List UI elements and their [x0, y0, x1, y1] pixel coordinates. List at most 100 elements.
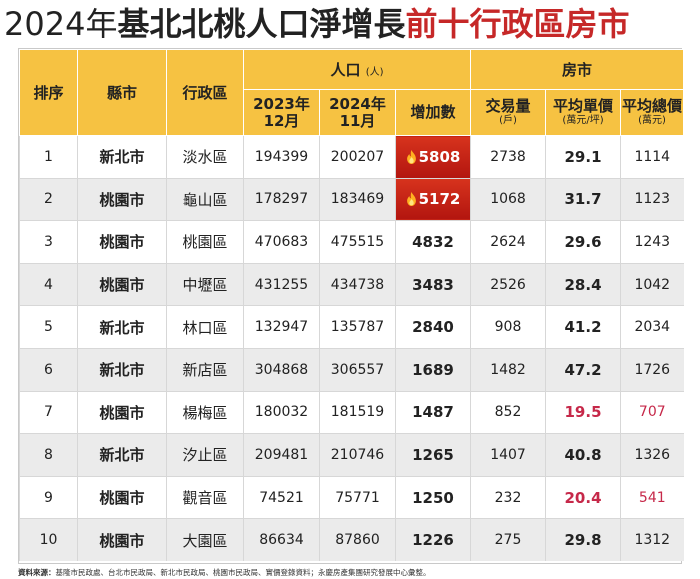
cell-rank: 10 — [19, 518, 78, 562]
cell-unit-price: 29.6 — [545, 220, 621, 264]
cell-district: 龜山區 — [166, 177, 244, 221]
cell-pop-2023: 470683 — [243, 220, 320, 264]
cell-total-price: 1312 — [620, 518, 684, 562]
cell-city: 桃園市 — [77, 220, 167, 264]
cell-district: 新店區 — [166, 347, 244, 392]
cell-unit-price: 31.7 — [545, 177, 621, 221]
cell-increase-value: 5808 — [418, 147, 461, 166]
cell-district: 觀音區 — [166, 475, 244, 519]
cell-increase-value: 5172 — [418, 190, 461, 209]
header-transactions-unit: (戶) — [499, 115, 517, 126]
header-transactions-label: 交易量 — [485, 97, 531, 115]
cell-pop-2023: 304868 — [243, 347, 320, 392]
cell-city: 新北市 — [77, 135, 167, 179]
header-rank: 排序 — [19, 49, 78, 136]
cell-rank: 4 — [19, 262, 78, 306]
table-row: 1 新北市 淡水區 194399 200207 5808 2738 29.1 1… — [19, 135, 684, 179]
header-increase: 增加數 — [394, 89, 472, 136]
cell-district: 林口區 — [166, 305, 244, 349]
data-table-container: 排序 縣市 行政區 人口 (人) 房市 2023年 12月 2024年 11月 — [18, 48, 685, 564]
cell-pop-2024: 181519 — [319, 390, 396, 434]
title-highlight: 前十行政區房市 — [405, 5, 630, 43]
table-row: 9 桃園市 觀音區 74521 75771 1250 232 20.4 541 — [19, 475, 684, 519]
cell-city: 桃園市 — [77, 177, 167, 221]
cell-total-price: 1114 — [620, 135, 684, 179]
header-population-label: 人口 — [330, 61, 361, 79]
cell-pop-2023: 194399 — [243, 135, 320, 179]
cell-district: 中壢區 — [166, 262, 244, 306]
cell-pop-2023: 209481 — [243, 433, 320, 477]
cell-district: 汐止區 — [166, 433, 244, 477]
cell-pop-2023: 178297 — [243, 177, 320, 221]
cell-pop-2024: 475515 — [319, 220, 396, 264]
table-row: 2 桃園市 龜山區 178297 183469 5172 1068 31.7 1… — [19, 177, 684, 221]
source-label: 資料來源： — [18, 568, 56, 577]
cell-city: 桃園市 — [77, 262, 167, 306]
cell-increase: 1226 — [394, 518, 471, 562]
cell-pop-2024: 200207 — [319, 135, 396, 179]
header-total-price: 平均總價 (萬元) — [620, 89, 685, 136]
cell-total-price: 2034 — [620, 305, 684, 349]
header-pop-2023: 2023年 12月 — [243, 89, 320, 136]
cell-unit-price: 20.4 — [545, 475, 621, 519]
header-pop-2023-month: 12月 — [263, 111, 300, 130]
source-text: 基隆市民政處、台北市民政局、新北市民政局、桃園市民政局、實價登錄資料；永慶房產集… — [55, 568, 431, 577]
cell-transactions: 908 — [470, 305, 546, 349]
cell-unit-price: 41.2 — [545, 305, 621, 349]
cell-rank: 7 — [19, 390, 78, 434]
cell-increase: 5808 — [394, 135, 471, 179]
cell-transactions: 2738 — [470, 135, 546, 179]
cell-rank: 3 — [19, 220, 78, 264]
header-total-price-unit: (萬元) — [638, 115, 666, 126]
cell-pop-2024: 306557 — [319, 347, 396, 392]
source-note: 資料來源：基隆市民政處、台北市民政局、新北市民政局、桃園市民政局、實價登錄資料；… — [18, 568, 688, 579]
header-population: 人口 (人) — [242, 49, 472, 90]
cell-unit-price: 47.2 — [545, 347, 621, 392]
cell-pop-2024: 135787 — [319, 305, 396, 349]
cell-increase: 3483 — [394, 262, 471, 306]
header-total-price-label: 平均總價 — [622, 97, 683, 115]
cell-transactions: 1068 — [470, 177, 546, 221]
cell-pop-2024: 183469 — [319, 177, 396, 221]
cell-district: 大園區 — [166, 518, 244, 562]
header-district: 行政區 — [166, 49, 244, 136]
cell-total-price: 1243 — [620, 220, 684, 264]
cell-transactions: 1407 — [470, 433, 546, 477]
page-title: 2024年基北北桃人口淨增長前十行政區房市 — [4, 4, 698, 44]
table-row: 6 新北市 新店區 304868 306557 1689 1482 47.2 1… — [19, 347, 684, 392]
cell-total-price: 707 — [620, 390, 684, 434]
cell-pop-2024: 210746 — [319, 433, 396, 477]
cell-total-price: 1123 — [620, 177, 684, 221]
cell-total-price: 541 — [620, 475, 684, 519]
cell-district: 桃園區 — [166, 220, 244, 264]
cell-unit-price: 29.8 — [545, 518, 621, 562]
cell-city: 桃園市 — [77, 475, 167, 519]
cell-total-price: 1042 — [620, 262, 684, 306]
cell-increase: 1250 — [394, 475, 471, 519]
cell-rank: 1 — [19, 135, 78, 179]
cell-transactions: 2624 — [470, 220, 546, 264]
cell-pop-2023: 431255 — [243, 262, 320, 306]
header-pop-2024: 2024年 11月 — [319, 89, 396, 136]
title-main: 基北北桃人口淨增長 — [117, 5, 406, 43]
cell-unit-price: 40.8 — [545, 433, 621, 477]
cell-transactions: 275 — [470, 518, 546, 562]
header-unit-price-unit: (萬元/坪) — [562, 115, 604, 126]
header-pop-2023-year: 2023年 — [253, 94, 310, 113]
table-row: 5 新北市 林口區 132947 135787 2840 908 41.2 20… — [19, 305, 684, 349]
cell-pop-2024: 87860 — [319, 518, 396, 562]
title-year: 2024年 — [4, 5, 118, 43]
cell-district: 楊梅區 — [166, 390, 244, 434]
fire-icon — [406, 149, 416, 164]
header-city: 縣市 — [77, 49, 167, 136]
cell-district: 淡水區 — [166, 135, 244, 179]
cell-pop-2023: 132947 — [243, 305, 320, 349]
cell-pop-2023: 180032 — [243, 390, 320, 434]
cell-increase: 5172 — [394, 177, 471, 221]
cell-pop-2024: 434738 — [319, 262, 396, 306]
header-pop-2024-month: 11月 — [339, 111, 376, 130]
cell-rank: 9 — [19, 475, 78, 519]
cell-pop-2024: 75771 — [319, 475, 396, 519]
cell-total-price: 1726 — [620, 347, 684, 392]
header-pop-2024-year: 2024年 — [329, 94, 386, 113]
